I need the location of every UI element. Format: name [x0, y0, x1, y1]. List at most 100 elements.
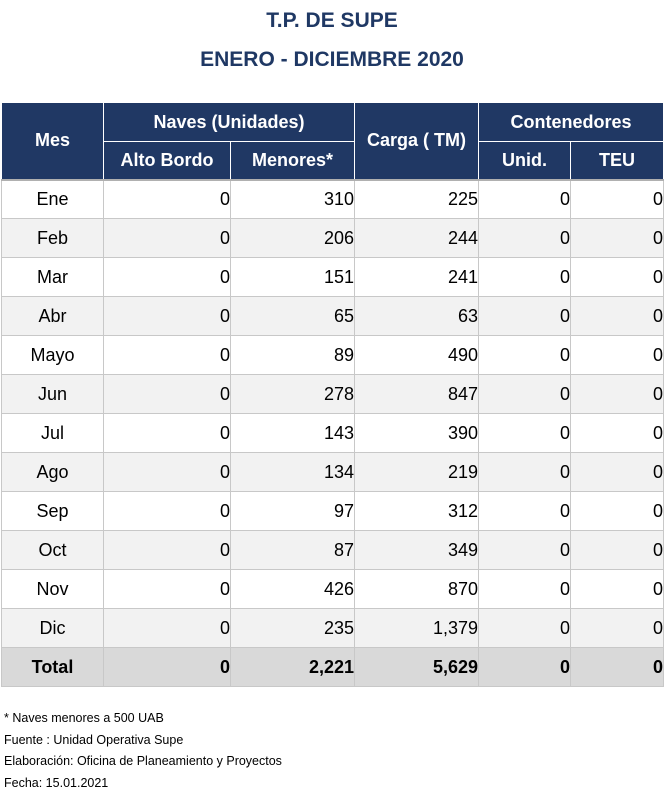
cell-teu: 0	[570, 647, 664, 687]
footnote-naves-menores: * Naves menores a 500 UAB	[4, 711, 164, 725]
cell-menores: 151	[230, 257, 355, 297]
table-row: Jul 0 143 390 0 0	[1, 413, 664, 453]
header-teu: TEU	[570, 141, 664, 180]
page-title: T.P. DE SUPE	[266, 9, 398, 32]
cell-unid: 0	[478, 647, 571, 687]
table-row: Jun 0 278 847 0 0	[1, 374, 664, 414]
table-header: Mes Naves (Unidades) Carga ( TM) Contene…	[1, 102, 664, 180]
data-table: Mes Naves (Unidades) Carga ( TM) Contene…	[1, 102, 664, 687]
table-row: Abr 0 65 63 0 0	[1, 296, 664, 336]
cell-alto-bordo: 0	[103, 608, 231, 648]
cell-alto-bordo: 0	[103, 218, 231, 258]
footnotes: * Naves menores a 500 UAB Fuente : Unida…	[4, 708, 282, 794]
footnote-elaboracion: Elaboración: Oficina de Planeamiento y P…	[4, 754, 282, 768]
cell-carga: 349	[354, 530, 479, 570]
cell-mes: Dic	[1, 608, 104, 648]
cell-carga: 490	[354, 335, 479, 375]
table-row: Sep 0 97 312 0 0	[1, 491, 664, 531]
cell-carga: 219	[354, 452, 479, 492]
cell-unid: 0	[478, 218, 571, 258]
cell-unid: 0	[478, 335, 571, 375]
cell-unid: 0	[478, 257, 571, 297]
cell-teu: 0	[570, 218, 664, 258]
cell-alto-bordo: 0	[103, 569, 231, 609]
cell-alto-bordo: 0	[103, 452, 231, 492]
cell-teu: 0	[570, 335, 664, 375]
cell-mes: Total	[1, 647, 104, 687]
cell-unid: 0	[478, 608, 571, 648]
table-row: Mayo 0 89 490 0 0	[1, 335, 664, 375]
table-body: Ene 0 310 225 0 0 Feb 0 206 244 0 0 Mar 0 151 241 0 0 Abr 0…	[1, 178, 664, 687]
cell-carga: 63	[354, 296, 479, 336]
cell-menores: 89	[230, 335, 355, 375]
cell-carga: 312	[354, 491, 479, 531]
footnote-fuente: Fuente : Unidad Operativa Supe	[4, 732, 184, 747]
cell-mes: Mar	[1, 257, 104, 297]
cell-menores: 97	[230, 491, 355, 531]
cell-menores: 65	[230, 296, 355, 336]
cell-alto-bordo: 0	[103, 413, 231, 453]
cell-carga: 390	[354, 413, 479, 453]
table-row: Feb 0 206 244 0 0	[1, 218, 664, 258]
page-subtitle: ENERO - DICIEMBRE 2020	[200, 48, 464, 71]
cell-teu: 0	[570, 413, 664, 453]
cell-carga: 244	[354, 218, 479, 258]
total-row: Total 0 2,221 5,629 0 0	[1, 647, 664, 687]
cell-unid: 0	[478, 491, 571, 531]
footnote-fecha: Fecha: 15.01.2021	[4, 775, 109, 790]
cell-menores: 426	[230, 569, 355, 609]
header-mes: Mes	[1, 102, 104, 180]
cell-menores: 87	[230, 530, 355, 570]
cell-carga: 5,629	[354, 647, 479, 687]
table-row: Ene 0 310 225 0 0	[1, 178, 664, 219]
header-carga: Carga ( TM)	[354, 102, 479, 180]
table-row: Oct 0 87 349 0 0	[1, 530, 664, 570]
cell-teu: 0	[570, 569, 664, 609]
cell-unid: 0	[478, 569, 571, 609]
table-row: Ago 0 134 219 0 0	[1, 452, 664, 492]
cell-carga: 1,379	[354, 608, 479, 648]
cell-carga: 225	[354, 178, 479, 219]
cell-unid: 0	[478, 530, 571, 570]
cell-alto-bordo: 0	[103, 647, 231, 687]
cell-teu: 0	[570, 178, 664, 219]
cell-unid: 0	[478, 296, 571, 336]
table-row: Dic 0 235 1,379 0 0	[1, 608, 664, 648]
cell-menores: 134	[230, 452, 355, 492]
cell-alto-bordo: 0	[103, 374, 231, 414]
header-unid: Unid.	[478, 141, 571, 180]
cell-alto-bordo: 0	[103, 178, 231, 219]
cell-teu: 0	[570, 530, 664, 570]
cell-mes: Jun	[1, 374, 104, 414]
cell-unid: 0	[478, 178, 571, 219]
cell-teu: 0	[570, 608, 664, 648]
cell-alto-bordo: 0	[103, 335, 231, 375]
cell-teu: 0	[570, 257, 664, 297]
cell-alto-bordo: 0	[103, 257, 231, 297]
cell-carga: 870	[354, 569, 479, 609]
cell-carga: 847	[354, 374, 479, 414]
cell-mes: Mayo	[1, 335, 104, 375]
cell-unid: 0	[478, 452, 571, 492]
cell-mes: Feb	[1, 218, 104, 258]
cell-mes: Ene	[1, 178, 104, 219]
cell-mes: Oct	[1, 530, 104, 570]
cell-alto-bordo: 0	[103, 491, 231, 531]
cell-mes: Jul	[1, 413, 104, 453]
cell-unid: 0	[478, 413, 571, 453]
header-contenedores: Contenedores	[478, 102, 664, 142]
cell-teu: 0	[570, 491, 664, 531]
cell-unid: 0	[478, 374, 571, 414]
cell-teu: 0	[570, 452, 664, 492]
header-alto-bordo: Alto Bordo	[103, 141, 231, 180]
header-naves: Naves (Unidades)	[103, 102, 355, 142]
table-row: Nov 0 426 870 0 0	[1, 569, 664, 609]
header-menores: Menores*	[230, 141, 355, 180]
cell-mes: Ago	[1, 452, 104, 492]
cell-menores: 143	[230, 413, 355, 453]
cell-teu: 0	[570, 296, 664, 336]
cell-teu: 0	[570, 374, 664, 414]
cell-mes: Sep	[1, 491, 104, 531]
cell-menores: 310	[230, 178, 355, 219]
cell-alto-bordo: 0	[103, 296, 231, 336]
